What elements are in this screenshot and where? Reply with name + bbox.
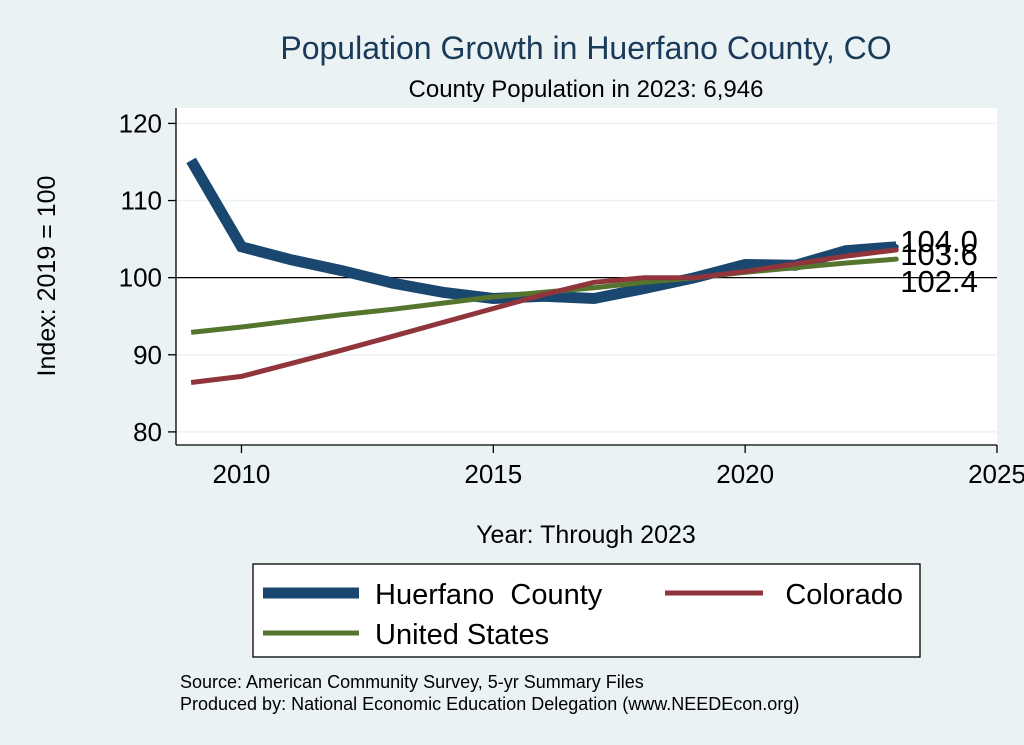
series-lines <box>186 157 897 385</box>
legend-label-0: Huerfano County <box>375 579 603 611</box>
end-point-1 <box>893 247 899 253</box>
y-tick-label-110: 110 <box>121 186 162 216</box>
end-label-2: 102.4 <box>900 264 978 299</box>
axes: 80 90 100 110 120 2010 2015 2020 2025 <box>119 108 1024 489</box>
producer-note: Produced by: National Economic Education… <box>180 694 799 714</box>
x-tick-label-2010: 2010 <box>213 459 271 489</box>
y-tick-label-80: 80 <box>133 417 162 447</box>
x-axis-title: Year: Through 2023 <box>476 521 696 549</box>
chart-subtitle: County Population in 2023: 6,946 <box>409 76 764 103</box>
y-tick-label-100: 100 <box>119 263 162 293</box>
end-point-2 <box>893 256 899 262</box>
x-tick-label-2015: 2015 <box>464 459 522 489</box>
chart-title: Population Growth in Huerfano County, CO <box>280 30 891 66</box>
legend: Huerfano County Colorado United States <box>252 563 921 658</box>
gridlines <box>176 122 997 433</box>
x-tick-label-2020: 2020 <box>716 459 774 489</box>
end-label-0: 104.0 <box>900 224 978 259</box>
plot-area <box>176 108 997 445</box>
series-line-colorado <box>190 247 897 385</box>
legend-box <box>252 563 921 658</box>
source-note: Source: American Community Survey, 5-yr … <box>180 672 644 692</box>
legend-label-1: Colorado <box>785 579 903 611</box>
y-axis-title: Index: 2019 = 100 <box>33 176 61 377</box>
legend-label-2: United States <box>375 619 549 651</box>
y-tick-label-90: 90 <box>133 340 162 370</box>
x-tick-label-2025: 2025 <box>968 459 1024 489</box>
end-label-1: 103.6 <box>900 237 978 272</box>
y-tick-label-120: 120 <box>119 108 162 138</box>
